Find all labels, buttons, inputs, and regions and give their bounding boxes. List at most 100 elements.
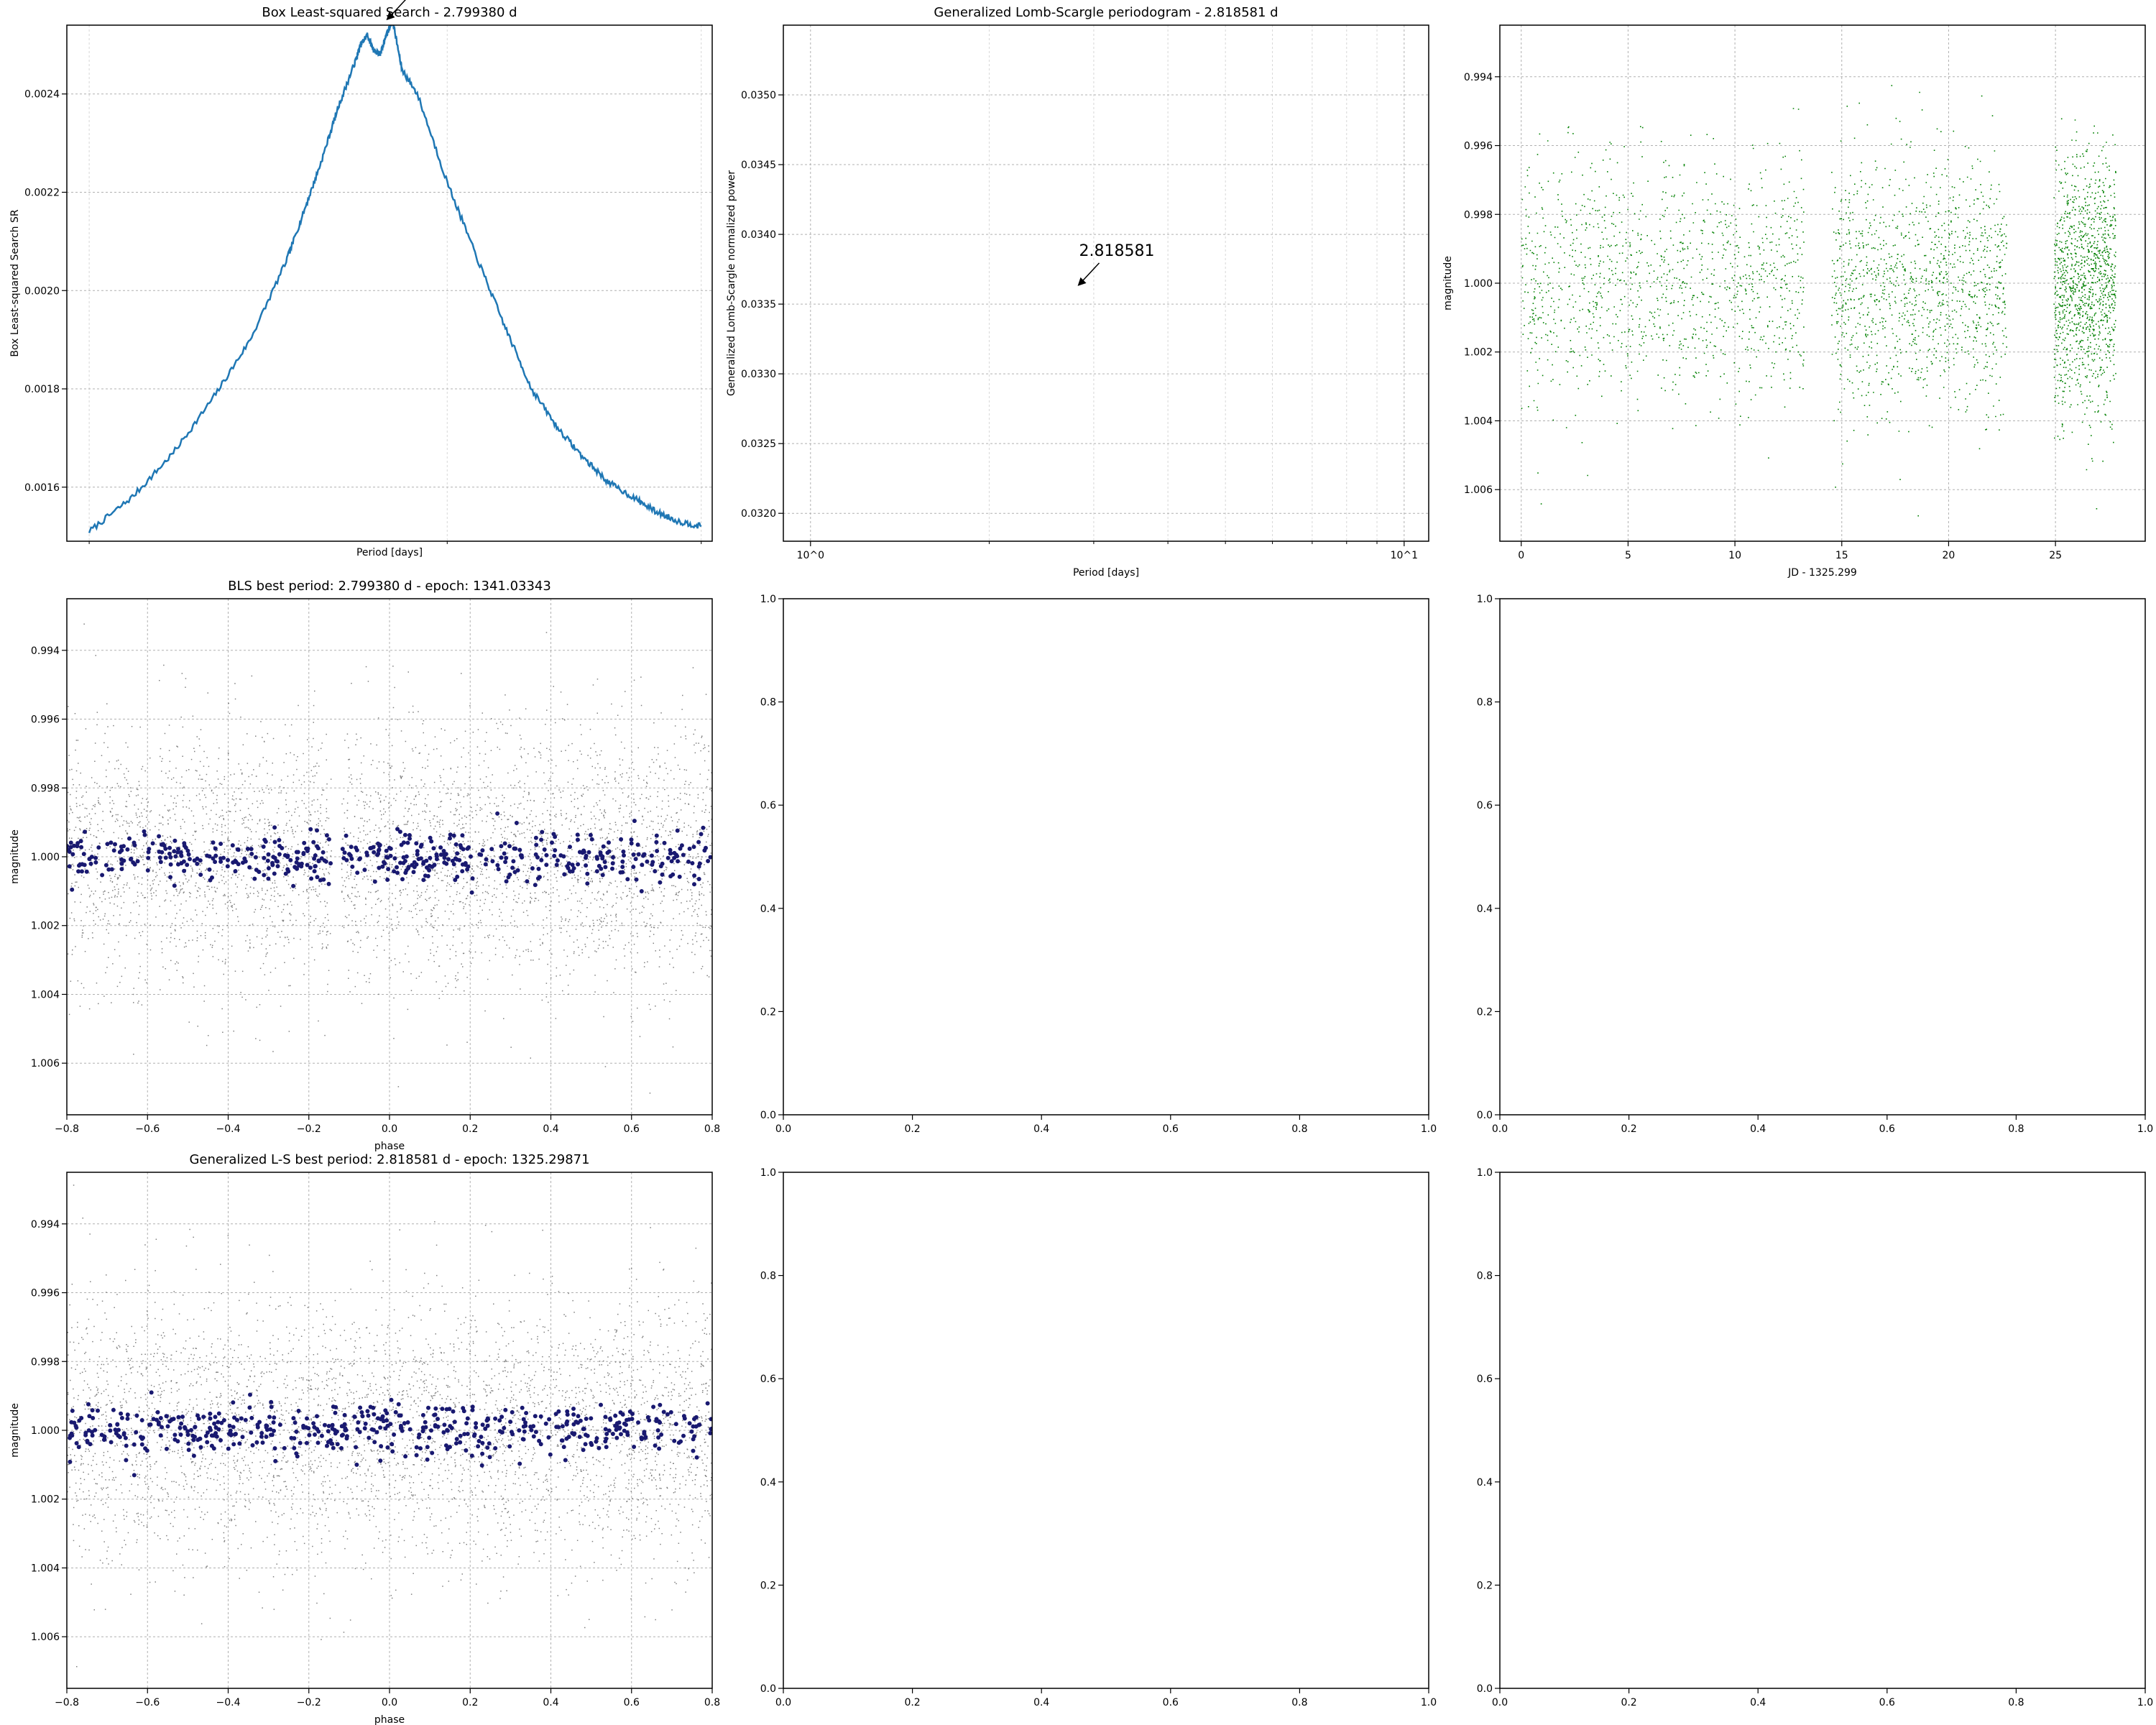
annotation-arrowhead xyxy=(386,12,395,21)
y-tick-label: 1.002 xyxy=(1464,347,1493,359)
annotation: 2.799380 xyxy=(386,0,406,21)
y-tick-label: 0.4 xyxy=(760,1477,776,1489)
x-tick-label: 0.4 xyxy=(1033,1123,1049,1135)
y-tick-label: 0.6 xyxy=(760,1374,776,1385)
x-tick-label: 0.6 xyxy=(624,1697,640,1708)
panel-empty-4: 0.0 0.2 0.4 0.6 0.8 1.0 0.0 0.2 0.4 0.6 0.8 1.0 xyxy=(1477,1167,2153,1708)
x-tick-label: 0.8 xyxy=(1291,1123,1307,1135)
y-tick-label: 0.0016 xyxy=(24,482,60,494)
x-tick-label: 1.0 xyxy=(2137,1697,2153,1708)
x-tick-label: −0.6 xyxy=(135,1697,160,1708)
x-tick-label: 0.8 xyxy=(2008,1697,2024,1708)
panel-bls-periodogram: 2.799380 0.0016 0.0018 0.0020 0.0022 0.0024 Bo… xyxy=(9,0,713,558)
y-tick-label: 0.2 xyxy=(1477,1580,1493,1591)
y-tick-label: 1.0 xyxy=(760,1167,776,1179)
chart-title: Generalized L-S best period: 2.818581 d … xyxy=(189,1152,589,1167)
x-tick-label: 0.0 xyxy=(382,1123,397,1135)
x-tick-label: 0.6 xyxy=(1163,1123,1179,1135)
y-tick-label: 1.000 xyxy=(1464,278,1493,290)
y-tick-label: 0.0320 xyxy=(741,508,776,520)
panel-ls-phased: −0.8 −0.6 −0.4 −0.2 0.0 0.2 0.4 0.6 0.8 0.994 0.99… xyxy=(9,1152,720,1725)
y-tick-label: 0.6 xyxy=(1477,800,1493,811)
x-tick-label: 0.4 xyxy=(543,1697,558,1708)
x-tick-label: 0.4 xyxy=(1033,1697,1049,1708)
y-tick-label: 0.0330 xyxy=(741,369,776,380)
x-tick-label: 5 xyxy=(1625,550,1631,561)
plot-area xyxy=(67,1184,712,1668)
x-tick-label: −0.2 xyxy=(297,1697,321,1708)
y-tick-label: 0.994 xyxy=(31,1219,60,1230)
chart-title: Generalized Lomb-Scargle periodogram - 2… xyxy=(934,5,1278,20)
x-tick-label: 0.0 xyxy=(1492,1697,1508,1708)
x-tick-label: 0.6 xyxy=(1163,1697,1179,1708)
x-axis-label: phase xyxy=(374,1141,405,1152)
chart-title: BLS best period: 2.799380 d - epoch: 134… xyxy=(228,579,551,594)
y-tick-label: 0.0 xyxy=(1477,1683,1493,1695)
y-tick-label: 0.994 xyxy=(31,645,60,657)
y-tick-label: 0.4 xyxy=(760,903,776,915)
binned-points xyxy=(67,811,712,895)
binned-points xyxy=(68,1390,712,1478)
x-tick-label: −0.2 xyxy=(297,1123,321,1135)
y-axis-label: magnitude xyxy=(9,1403,21,1458)
y-tick-label: 0.4 xyxy=(1477,903,1493,915)
axes-frame xyxy=(783,598,1429,1116)
x-tick-label: 0.2 xyxy=(462,1123,478,1135)
y-tick-label: 1.002 xyxy=(31,921,60,932)
x-tick-label: 0.2 xyxy=(904,1123,920,1135)
x-tick-label: 0.8 xyxy=(1291,1697,1307,1708)
x-tick-label: 0.8 xyxy=(704,1123,720,1135)
x-tick-label: 0.2 xyxy=(1621,1123,1636,1135)
x-tick-label: 0.0 xyxy=(775,1697,791,1708)
y-tick-label: 0.994 xyxy=(1464,72,1493,83)
y-tick-label: 0.998 xyxy=(31,1356,60,1368)
y-tick-label: 1.004 xyxy=(31,989,60,1000)
annotation-arrowhead xyxy=(1077,277,1087,286)
y-tick-label: 0.0020 xyxy=(24,285,60,297)
phased-points xyxy=(67,1184,712,1668)
x-tick-label: −0.6 xyxy=(135,1123,160,1135)
x-tick-label: −0.8 xyxy=(55,1123,79,1135)
y-tick-label: 0.0022 xyxy=(24,187,60,198)
y-tick-label: 0.0 xyxy=(760,1110,776,1121)
y-tick-label: 0.0018 xyxy=(24,384,60,395)
y-tick-label: 0.996 xyxy=(31,1288,60,1300)
annotation-label: 2.818581 xyxy=(1079,242,1155,260)
x-tick-label: 0.2 xyxy=(1621,1697,1636,1708)
y-tick-label: 0.8 xyxy=(1477,1271,1493,1282)
plot-area xyxy=(67,623,712,1094)
axes-frame xyxy=(1499,1172,2146,1689)
data-points xyxy=(1521,85,2116,517)
panel-bls-phased: −0.8 −0.6 −0.4 −0.2 0.0 0.2 0.4 0.6 0.8 0.994 0.99… xyxy=(9,579,720,1152)
y-tick-label: 0.998 xyxy=(31,783,60,794)
x-tick-label: 10^1 xyxy=(1391,550,1418,561)
axes-frame xyxy=(783,24,1429,542)
x-tick-label: 0.0 xyxy=(775,1123,791,1135)
y-tick-label: 0.4 xyxy=(1477,1477,1493,1489)
y-tick-label: 1.006 xyxy=(31,1632,60,1643)
y-axis-label: Generalized Lomb-Scargle normalized powe… xyxy=(726,170,737,396)
x-tick-label: 10 xyxy=(1728,550,1741,561)
y-tick-label: 0.998 xyxy=(1464,209,1493,221)
x-tick-label: 0.6 xyxy=(1879,1697,1895,1708)
y-tick-label: 1.006 xyxy=(31,1058,60,1070)
y-tick-label: 1.006 xyxy=(1464,484,1493,496)
y-tick-label: 1.004 xyxy=(1464,415,1493,427)
x-tick-label: 0.4 xyxy=(1750,1123,1766,1135)
x-axis-label: JD - 1325.299 xyxy=(1787,567,1857,579)
y-axis-label: magnitude xyxy=(9,829,21,884)
y-tick-label: 0.0024 xyxy=(24,89,60,101)
y-tick-label: 0.6 xyxy=(1477,1374,1493,1385)
y-tick-label: 0.0325 xyxy=(741,438,776,450)
x-tick-label: 0.0 xyxy=(1492,1123,1508,1135)
y-tick-label: 0.2 xyxy=(1477,1006,1493,1018)
panel-empty-3: 0.0 0.2 0.4 0.6 0.8 1.0 0.0 0.2 0.4 0.6 0.8 1.0 xyxy=(760,1167,1437,1708)
y-tick-label: 0.0335 xyxy=(741,299,776,310)
axes-frame xyxy=(66,24,713,542)
x-tick-label: 0.4 xyxy=(1750,1697,1766,1708)
y-tick-label: 1.0 xyxy=(1477,594,1493,605)
y-tick-label: 0.0340 xyxy=(741,229,776,241)
x-tick-label: 0 xyxy=(1518,550,1524,561)
x-axis-label: Period [days] xyxy=(1073,567,1139,579)
